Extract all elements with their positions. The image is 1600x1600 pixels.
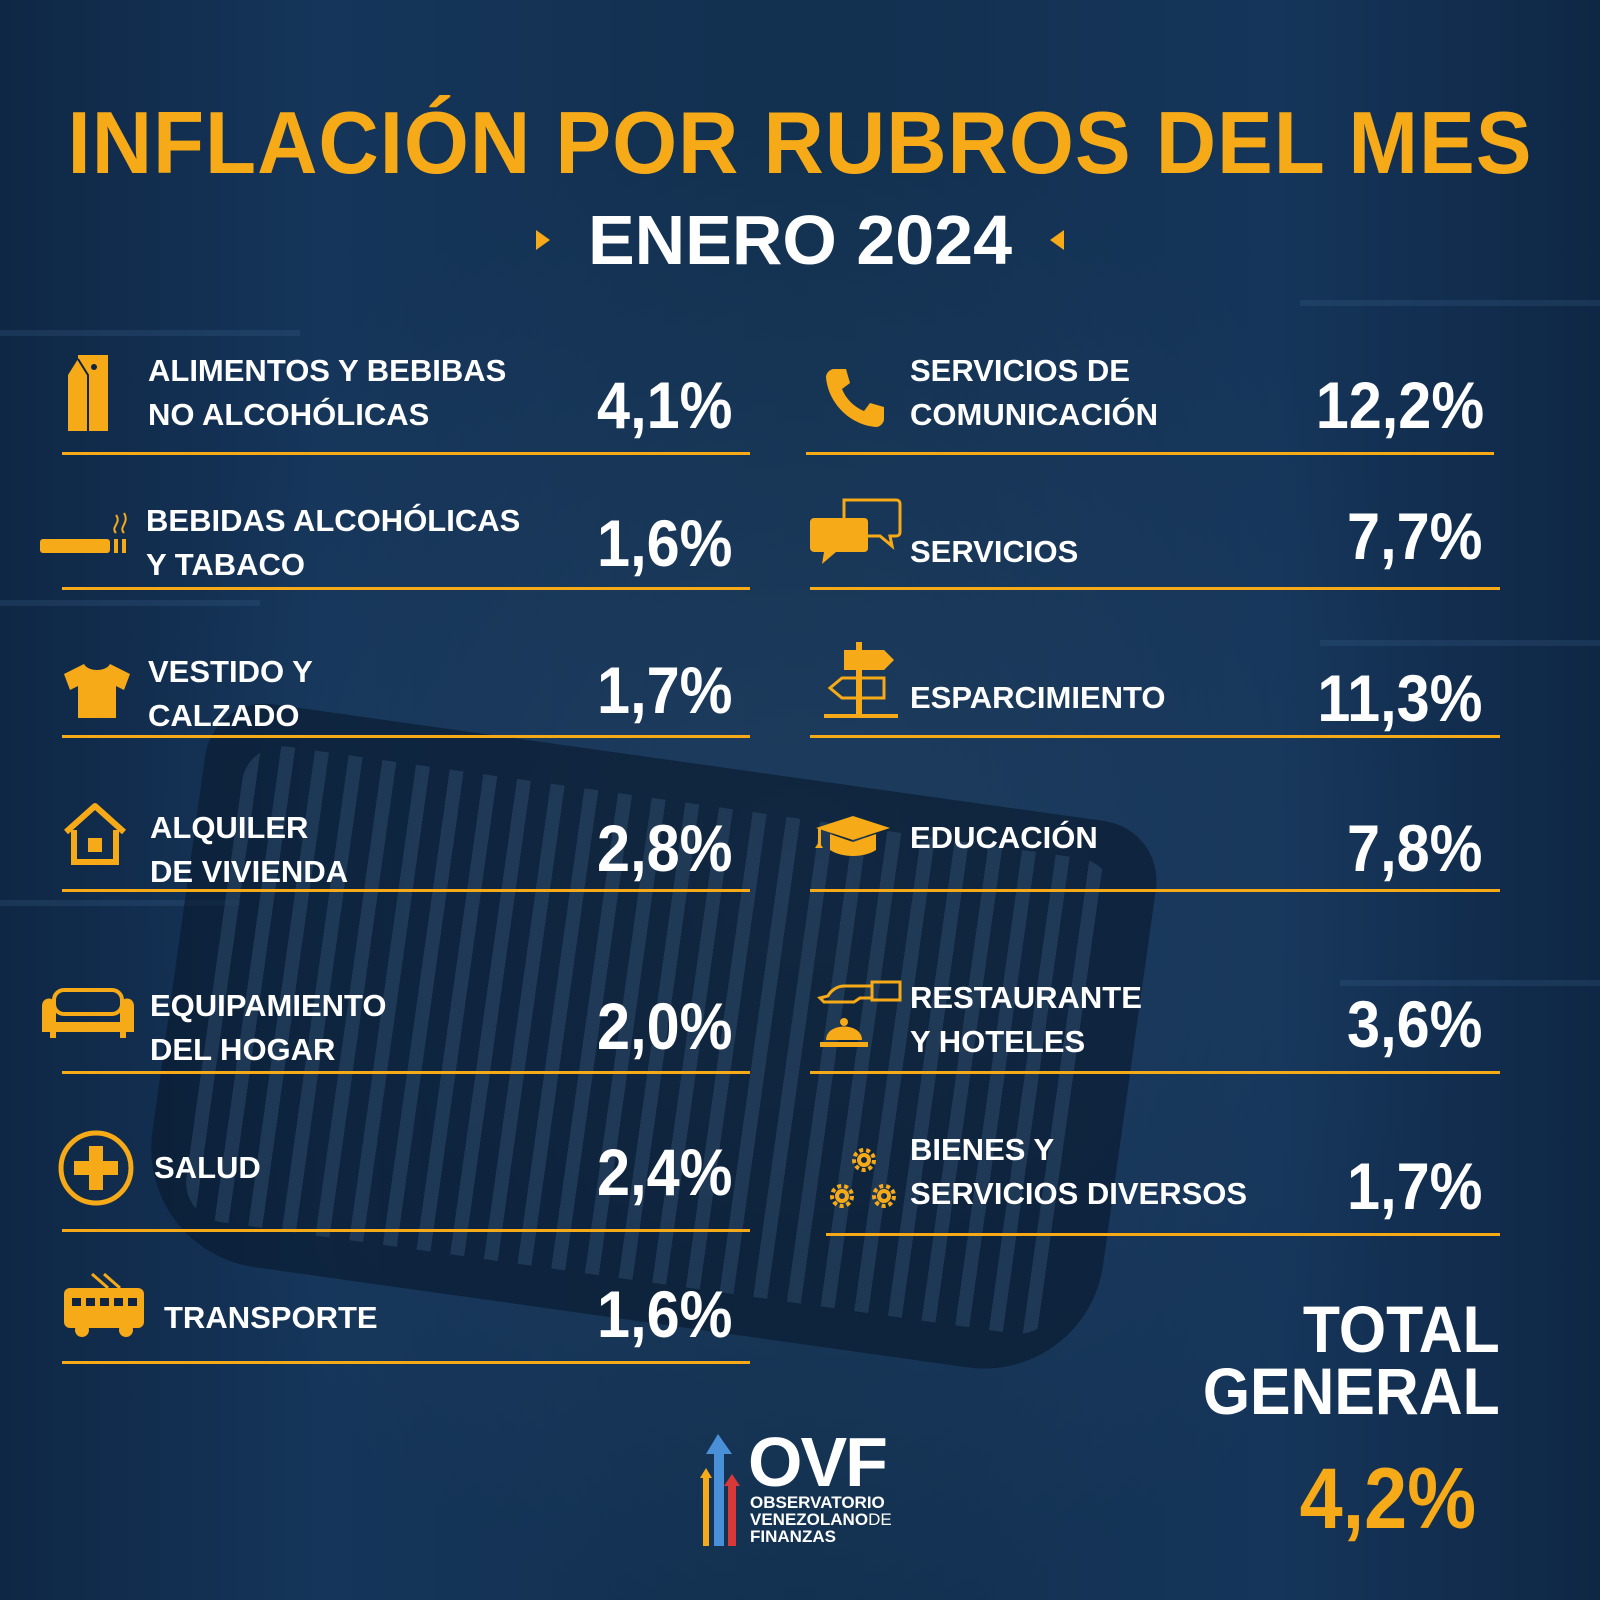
total-value: 4,2% xyxy=(1299,1451,1476,1547)
divider xyxy=(810,587,1500,590)
gears-icon xyxy=(830,1148,896,1208)
logo-name: OVF xyxy=(748,1423,888,1501)
category-value: 11,3% xyxy=(1316,661,1482,735)
category-label: ESPARCIMIENTO xyxy=(910,680,1166,715)
category-value: 1,6% xyxy=(596,506,732,580)
tshirt-icon xyxy=(64,664,130,718)
divider xyxy=(810,735,1500,738)
divider xyxy=(62,587,750,590)
category-label: VESTIDO Y CALZADO xyxy=(148,654,313,733)
category-label: BEBIDAS ALCOHÓLICAS Y TABACO xyxy=(146,503,521,582)
logo-line-3: FINANZAS xyxy=(750,1527,836,1546)
service-bell-icon xyxy=(817,980,902,1047)
category-row-servicios: SERVICIOS 7,7% xyxy=(810,498,1500,590)
category-label: BIENES Y SERVICIOS DIVERSOS xyxy=(910,1132,1248,1211)
category-label: RESTAURANTE Y HOTELES xyxy=(910,980,1142,1059)
phone-icon xyxy=(826,369,884,427)
category-label: SALUD xyxy=(154,1150,261,1185)
category-label: EDUCACIÓN xyxy=(910,820,1098,855)
logo-subtitle: OBSERVATORIO VENEZOLANODE FINANZAS xyxy=(750,1494,892,1545)
category-value: 3,6% xyxy=(1346,987,1482,1061)
subtitle-row: ENERO 2024 xyxy=(0,200,1600,280)
category-label: SERVICIOS xyxy=(910,534,1079,569)
page-subtitle: ENERO 2024 xyxy=(587,201,1013,279)
category-row-esparcimiento: ESPARCIMIENTO 11,3% xyxy=(810,640,1500,738)
category-label: SERVICIOS DE COMUNICACIÓN xyxy=(910,353,1158,432)
house-icon xyxy=(63,803,127,865)
category-row-alquiler: ALQUILER DE VIVIENDA 2,8% xyxy=(62,800,750,892)
health-cross-icon xyxy=(58,1130,134,1206)
divider xyxy=(806,452,1494,455)
category-value: 1,6% xyxy=(596,1277,732,1351)
category-label: ALQUILER DE VIVIENDA xyxy=(150,810,349,889)
divider xyxy=(826,1233,1500,1236)
category-row-vestido: VESTIDO Y CALZADO 1,7% xyxy=(62,648,750,738)
arrows-logo-icon xyxy=(700,1434,740,1546)
category-value: 4,1% xyxy=(596,368,732,442)
divider xyxy=(810,1071,1500,1074)
category-label: TRANSPORTE xyxy=(164,1300,378,1335)
sofa-icon xyxy=(42,988,134,1038)
logo-line-1: OBSERVATORIO xyxy=(750,1493,885,1512)
category-label: EQUIPAMIENTO DEL HOGAR xyxy=(150,988,387,1067)
divider xyxy=(62,1229,750,1232)
category-row-comunicacion: SERVICIOS DE COMUNICACIÓN 12,2% xyxy=(806,345,1494,455)
divider xyxy=(62,1361,750,1364)
logo-line-2-suffix: DE xyxy=(868,1510,892,1529)
category-row-equipamiento: EQUIPAMIENTO DEL HOGAR 2,0% xyxy=(42,970,750,1074)
trolleybus-icon xyxy=(64,1272,144,1337)
divider xyxy=(62,735,750,738)
category-value: 2,0% xyxy=(596,989,732,1063)
category-row-bebidas: BEBIDAS ALCOHÓLICAS Y TABACO 1,6% xyxy=(40,495,750,590)
category-row-bienes: BIENES Y SERVICIOS DIVERSOS 1,7% xyxy=(826,1126,1500,1236)
graduation-cap-icon xyxy=(815,816,890,856)
page-title: INFLACIÓN POR RUBROS DEL MES xyxy=(67,93,1533,192)
category-value: 12,2% xyxy=(1315,368,1484,442)
logo-line-2: VENEZOLANO xyxy=(750,1510,869,1529)
chat-bubbles-icon xyxy=(810,498,902,564)
category-value: 1,7% xyxy=(1346,1149,1482,1223)
milk-carton-icon xyxy=(68,355,108,431)
cigarette-icon xyxy=(40,512,127,553)
category-value: 2,4% xyxy=(596,1135,732,1209)
total-label: TOTAL GENERAL xyxy=(1203,1292,1500,1428)
category-row-educacion: EDUCACIÓN 7,8% xyxy=(810,810,1500,892)
category-row-restaurante: RESTAURANTE Y HOTELES 3,6% xyxy=(810,968,1500,1074)
category-label: ALIMENTOS Y BEBIBAS NO ALCOHÓLICAS xyxy=(148,353,507,432)
divider xyxy=(62,452,750,455)
category-value: 2,8% xyxy=(596,811,732,885)
category-value: 7,7% xyxy=(1346,499,1482,573)
category-value: 7,8% xyxy=(1346,811,1482,885)
category-row-alimentos: ALIMENTOS Y BEBIBAS NO ALCOHÓLICAS 4,1% xyxy=(62,345,750,455)
divider xyxy=(62,889,750,892)
category-row-transporte: TRANSPORTE 1,6% xyxy=(62,1262,750,1364)
triangle-left-icon xyxy=(1050,230,1065,250)
divider xyxy=(810,889,1500,892)
category-value: 1,7% xyxy=(596,653,732,727)
triangle-right-icon xyxy=(535,230,550,250)
ovf-logo: OVF OBSERVATORIO VENEZOLANODE FINANZAS xyxy=(698,1423,908,1548)
signpost-icon xyxy=(824,642,898,718)
category-row-salud: SALUD 2,4% xyxy=(58,1110,750,1232)
divider xyxy=(62,1071,750,1074)
